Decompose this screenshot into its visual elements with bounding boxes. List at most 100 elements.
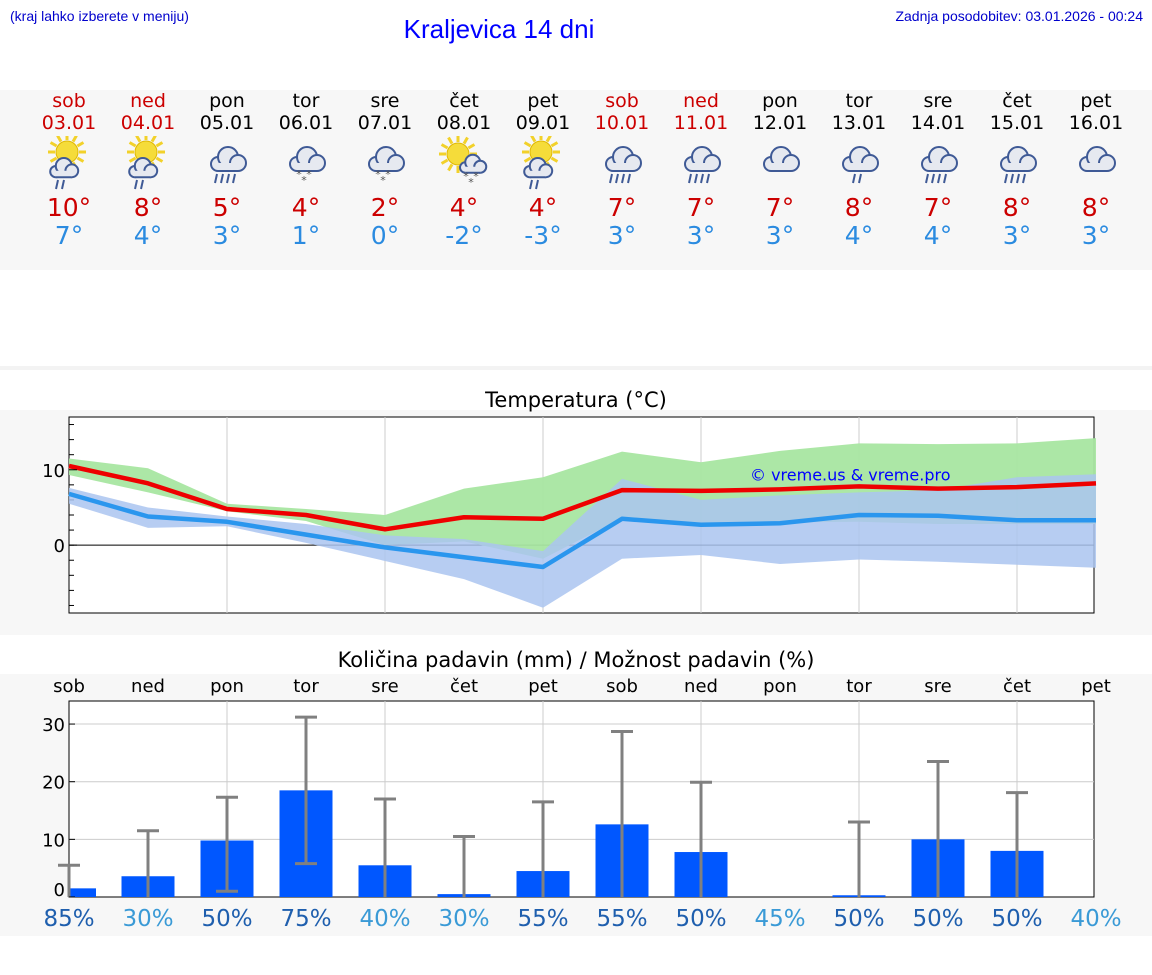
precip-probability: 30% xyxy=(438,906,489,932)
cloud-shape xyxy=(1079,146,1116,172)
cloud-sleet-icon: * ** xyxy=(289,146,326,187)
cloud-icon xyxy=(1079,146,1116,172)
precip-probability: 30% xyxy=(122,906,173,932)
cloud-shape xyxy=(523,157,554,179)
cloud-heavy-rain-icon xyxy=(210,146,247,184)
day-date: 10.01 xyxy=(594,112,650,134)
x-category-label: ned xyxy=(131,676,165,697)
day-forecast: čet 15.01 8° 3° xyxy=(977,90,1057,250)
rain-drop xyxy=(1004,173,1008,184)
min-temp: 3° xyxy=(686,221,716,250)
cloud-shape xyxy=(49,157,80,179)
precip-probability: 75% xyxy=(280,906,331,932)
x-category-label: tor xyxy=(293,676,319,697)
sun-cloud-snow-icon: * ** xyxy=(439,136,488,189)
day-forecast: čet 08.01 * * * 4° -2° xyxy=(424,90,504,250)
cloud-sleet-icon: * ** xyxy=(368,146,405,187)
y-tick-label: 0 xyxy=(54,536,65,557)
day-date: 06.01 xyxy=(278,112,334,134)
rain-drop xyxy=(609,173,613,184)
rain-drop xyxy=(535,179,539,190)
cloud-shape xyxy=(684,146,721,172)
cloud-sleet-icon: * ** xyxy=(289,146,326,187)
day-date: 15.01 xyxy=(989,112,1045,134)
y-tick-label: 10 xyxy=(42,461,65,482)
rain-drop xyxy=(688,173,692,184)
forecast-panel xyxy=(0,90,1152,270)
precip-probability: 50% xyxy=(912,906,963,932)
day-name: čet xyxy=(1002,90,1032,112)
snow-flake: * xyxy=(380,174,386,187)
day-name: ned xyxy=(130,90,166,112)
day-name: pet xyxy=(527,90,559,112)
max-temp: 8° xyxy=(844,193,874,222)
day-forecast: sob 10.01 7° 3° xyxy=(582,90,662,250)
rain-drop xyxy=(621,173,625,184)
cloud-sleet-icon: * ** xyxy=(368,146,405,187)
cloud-shape xyxy=(842,146,879,172)
sun-cloud-snow-icon: * ** xyxy=(439,136,488,189)
rain-drop xyxy=(937,173,941,184)
x-category-label: čet xyxy=(450,676,478,697)
day-forecast: ned 11.01 7° 3° xyxy=(661,90,741,250)
min-temp: 3° xyxy=(1081,221,1111,250)
snow-flake: * xyxy=(385,168,391,181)
rain-drop xyxy=(615,173,619,184)
cloud-heavy-rain-icon xyxy=(605,146,642,184)
last-updated: Zadnja posodobitev: 03.01.2026 - 00:24 xyxy=(895,8,1143,24)
max-temp: 8° xyxy=(1002,193,1032,222)
day-forecast: pon 05.01 5° 3° xyxy=(187,90,267,250)
divider xyxy=(0,366,1152,370)
day-forecast: pet 09.01 4° -3° xyxy=(503,90,583,250)
precip-probability: 55% xyxy=(596,906,647,932)
tmax-line xyxy=(68,463,1097,532)
sun-cloud-rain-icon xyxy=(522,136,560,190)
cloud-shape xyxy=(1000,146,1037,172)
rain-drop xyxy=(134,179,138,190)
x-category-label: sob xyxy=(606,676,638,697)
cloud-icon xyxy=(763,146,800,172)
day-name: pet xyxy=(1080,90,1112,112)
snow-flake: * xyxy=(463,170,469,183)
location-hint: (kraj lahko izberete v meniju) xyxy=(10,8,189,24)
day-forecast: pon 12.01 7° 3° xyxy=(740,90,820,250)
max-temp: 8° xyxy=(1081,193,1111,222)
day-name: tor xyxy=(845,90,873,112)
temperature-chart: 0 10 © vreme.us & vreme.pro xyxy=(42,416,1097,614)
cloud-heavy-rain-icon xyxy=(921,146,958,184)
rain-drop xyxy=(1022,173,1026,184)
sun-cloud-rain-icon xyxy=(48,136,86,190)
rain-drop xyxy=(220,173,224,184)
max-temp: 4° xyxy=(528,193,558,222)
precip-probability: 50% xyxy=(991,906,1042,932)
y-tick-label: 30 xyxy=(42,715,65,736)
max-temp: 10° xyxy=(46,193,92,222)
rain-drop xyxy=(858,173,862,184)
x-category-label: tor xyxy=(846,676,872,697)
cloud-shape xyxy=(210,146,247,172)
day-forecast: tor 06.01 * * * 4° 1° xyxy=(266,90,346,250)
day-name: sob xyxy=(52,90,86,112)
precipitation-chart: sob ned pon tor sre čet pet sob ned pon tor sre čet p… xyxy=(42,676,1121,932)
cloud-shape xyxy=(368,146,405,172)
day-name: pon xyxy=(762,90,798,112)
x-category-label: pet xyxy=(1081,676,1111,697)
cloud-shape xyxy=(921,146,958,172)
precip-probability: 50% xyxy=(833,906,884,932)
rain-drop xyxy=(61,179,65,190)
x-category-label: pon xyxy=(763,676,797,697)
day-date: 13.01 xyxy=(831,112,887,134)
rain-drop xyxy=(1010,173,1014,184)
day-forecast: sob 03.01 10° 7° xyxy=(29,90,109,250)
day-name: sob xyxy=(605,90,639,112)
tmin-line xyxy=(68,491,1096,570)
precip-probability: 45% xyxy=(754,906,805,932)
x-category-label: sob xyxy=(53,676,85,697)
precip-probability: 40% xyxy=(359,906,410,932)
day-forecast: ned 04.01 8° 4° xyxy=(108,90,188,250)
snow-flake: * xyxy=(468,176,474,189)
snow-flake: * xyxy=(301,174,307,187)
day-forecast: pet 16.01 8° 3° xyxy=(1056,90,1136,250)
sun-cloud-rain-icon xyxy=(127,136,165,190)
rain-drop xyxy=(1016,173,1020,184)
